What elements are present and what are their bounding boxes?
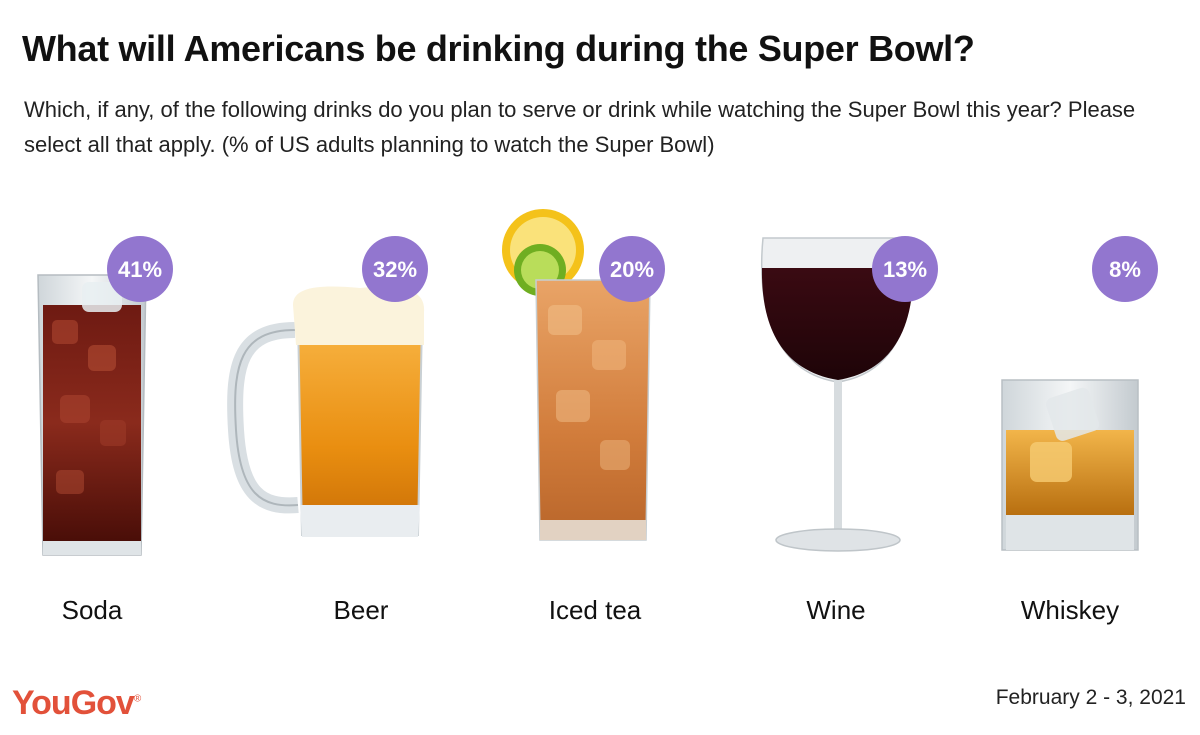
category-label-whiskey: Whiskey bbox=[1021, 595, 1119, 625]
beer-mug-icon bbox=[227, 286, 425, 537]
value-label-iced-tea: 20% bbox=[610, 257, 654, 282]
value-badge-iced-tea bbox=[599, 236, 665, 302]
iced-tea-glass-icon bbox=[502, 209, 651, 541]
category-label-wine: Wine bbox=[806, 595, 865, 625]
value-label-beer: 32% bbox=[373, 257, 417, 282]
drinks-chart: 41% 32% 20% 13% 8% Soda Beer Iced tea Wine Whisk… bbox=[37, 209, 1158, 625]
category-label-iced-tea: Iced tea bbox=[549, 595, 642, 625]
chart-subtitle: Which, if any, of the following drinks d… bbox=[24, 97, 1136, 157]
yougov-logo: YouGov® bbox=[12, 684, 142, 722]
value-badge-soda bbox=[107, 236, 173, 302]
soda-glass-icon bbox=[37, 274, 147, 556]
brand-text: YouGov bbox=[12, 684, 135, 722]
value-badge-wine bbox=[872, 236, 938, 302]
chart-title: What will Americans be drinking during t… bbox=[22, 28, 975, 69]
value-label-soda: 41% bbox=[118, 257, 162, 282]
value-label-wine: 13% bbox=[883, 257, 927, 282]
value-badge-beer bbox=[362, 236, 428, 302]
whiskey-glass-icon bbox=[1001, 379, 1139, 551]
value-label-whiskey: 8% bbox=[1109, 257, 1141, 282]
survey-date: February 2 - 3, 2021 bbox=[995, 686, 1186, 709]
category-label-soda: Soda bbox=[62, 595, 123, 625]
category-label-beer: Beer bbox=[334, 595, 389, 625]
value-badge-whiskey bbox=[1092, 236, 1158, 302]
